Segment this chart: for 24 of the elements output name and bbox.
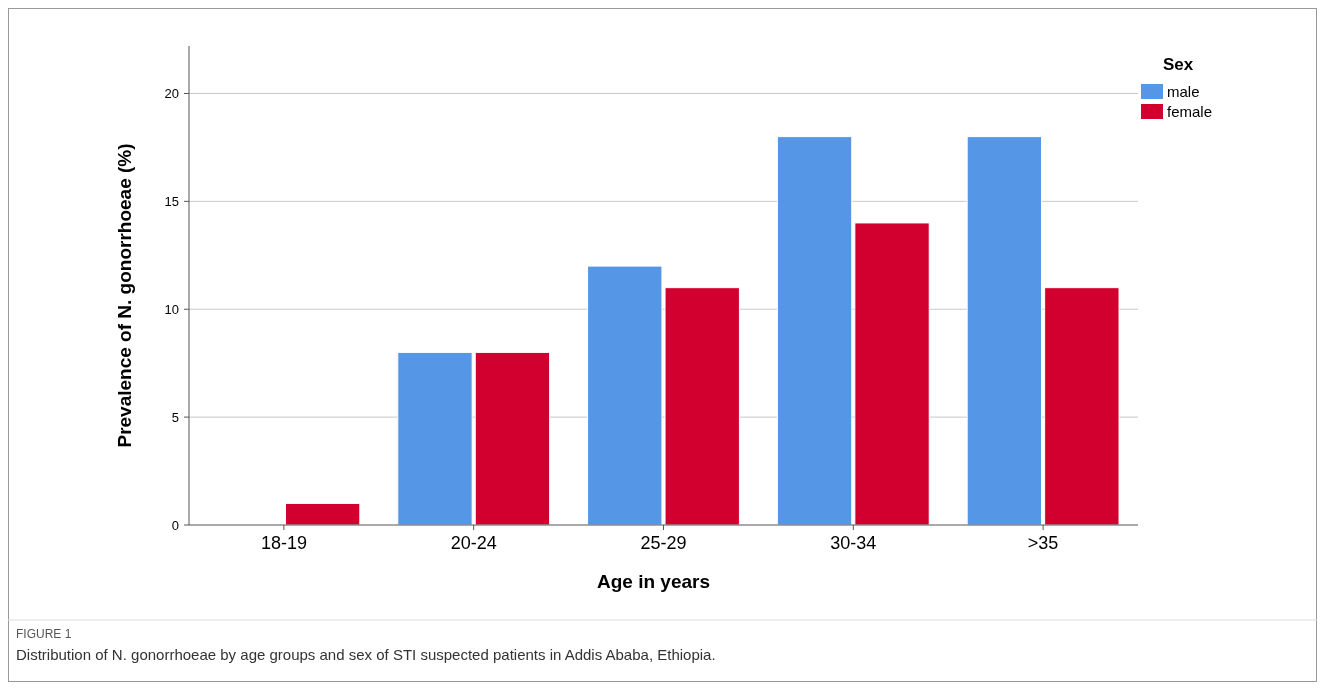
legend-title: Sex [1163,55,1194,74]
caption: FIGURE 1 [16,627,72,641]
legend-label: male [1167,83,1200,101]
x-tick-label: 20-24 [450,533,497,553]
bar [966,136,1043,526]
y-tick-label: 0 [171,517,179,533]
x-tick-label: 25-29 [640,533,687,553]
y-tick-label: 10 [164,301,179,317]
bar [1044,287,1120,526]
bar [397,351,473,526]
x-axis-title: Age in years [597,571,710,592]
text: Distribution of N. gonorrhoeae by age groups and sex of STI suspected patients in Addis Ababa, Ethiopia. [16,646,716,663]
y-tick-label: 5 [171,409,179,425]
y-tick-label: 15 [164,193,179,209]
y-axis-title: Prevalence of N. gonorrhoeae (%) [114,143,135,448]
x-tick-label: 18-19 [260,533,307,553]
bar [284,502,361,526]
bar [474,351,551,526]
bar [854,222,930,526]
y-tick-label: 20 [164,86,179,102]
x-tick-label: 30-34 [830,533,877,553]
x-tick-label: >35 [1027,533,1059,553]
legend-label: female [1167,103,1213,121]
bar [776,136,853,526]
